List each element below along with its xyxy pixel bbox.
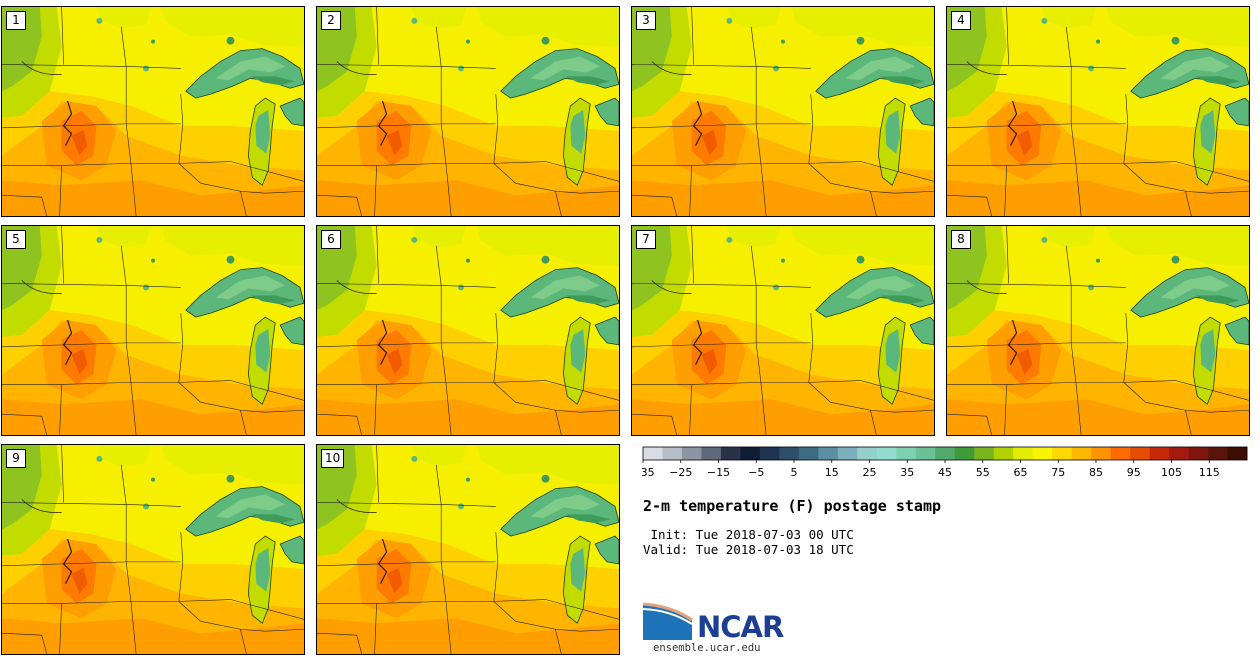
panel-label: 9	[6, 449, 26, 468]
map-panel-1: 1	[1, 6, 305, 217]
colorbar-segment	[779, 447, 800, 460]
colorbar-tick-label: 15	[825, 466, 839, 479]
colorbar-segment	[954, 447, 975, 460]
colorbar-segment	[1052, 447, 1072, 460]
colorbar-tick-label: 65	[1014, 466, 1028, 479]
panel-label: 3	[636, 11, 656, 30]
colorbar-tick-label: −25	[669, 466, 692, 479]
colorbar-segment	[740, 447, 761, 460]
colorbar-segment	[1032, 447, 1053, 460]
map-panel-5: 5	[1, 225, 305, 436]
valid-time: Valid: Tue 2018-07-03 18 UTC	[643, 542, 854, 557]
colorbar-segment	[681, 447, 702, 460]
map-panel-3: 3	[631, 6, 935, 217]
chart-title: 2-m temperature (F) postage stamp	[643, 497, 942, 515]
colorbar-tick-label: 45	[938, 466, 952, 479]
colorbar-segment	[720, 447, 741, 460]
map-panel-2: 2	[316, 6, 620, 217]
ncar-wordmark: NCAR	[697, 610, 784, 644]
colorbar-tick-label: −5	[748, 466, 764, 479]
colorbar-tick-label: −15	[707, 466, 730, 479]
panel-label: 6	[321, 230, 341, 249]
map-panel-9: 9	[1, 444, 305, 655]
panel-label: 7	[636, 230, 656, 249]
site-url: ensemble.ucar.edu	[653, 642, 761, 654]
temperature-colorbar: −35 −25 −15 −5 5 15 25 35 45 55 65 75 85 95 105 115	[642, 446, 1248, 479]
colorbar-tick-label: 35	[900, 466, 914, 479]
colorbar-tick-label: 105	[1161, 466, 1182, 479]
colorbar-segment	[1227, 447, 1248, 460]
colorbar-segment	[759, 447, 780, 460]
panel-label: 2	[321, 11, 341, 30]
colorbar-segment	[1091, 447, 1111, 460]
map-panel-10: 10	[316, 444, 620, 655]
colorbar-segment	[915, 447, 936, 460]
map-panel-6: 6	[316, 225, 620, 436]
panel-label: 4	[951, 11, 971, 30]
colorbar-segment	[935, 447, 956, 460]
colorbar-segment	[1208, 447, 1228, 460]
colorbar-tick-label: −35	[642, 466, 655, 479]
map-panel-8: 8	[946, 225, 1250, 436]
panel-label: 10	[321, 449, 345, 468]
colorbar-segment	[643, 447, 663, 460]
colorbar-segment	[818, 447, 839, 460]
colorbar-segment	[1071, 447, 1092, 460]
colorbar-segment	[857, 447, 878, 460]
map-panel-4: 4	[946, 6, 1250, 217]
colorbar-tick-label: 55	[976, 466, 990, 479]
colorbar-segment	[798, 447, 819, 460]
init-time: Init: Tue 2018-07-03 00 UTC	[643, 527, 854, 542]
colorbar-segment	[662, 447, 683, 460]
colorbar-segment	[1169, 447, 1189, 460]
colorbar-segment	[876, 447, 897, 460]
map-panel-7: 7	[631, 225, 935, 436]
colorbar-tick-label: 85	[1089, 466, 1103, 479]
panel-label: 5	[6, 230, 26, 249]
colorbar-segment	[896, 447, 917, 460]
panel-label: 1	[6, 11, 26, 30]
colorbar-tick-label: 75	[1051, 466, 1065, 479]
colorbar-segment	[1188, 447, 1209, 460]
colorbar-tick-label: 25	[863, 466, 877, 479]
colorbar-tick-label: 5	[791, 466, 798, 479]
colorbar-segment	[1130, 447, 1150, 460]
ncar-logo-icon	[642, 602, 693, 640]
colorbar-segment	[837, 447, 858, 460]
colorbar-segment	[974, 447, 995, 460]
colorbar-segment	[993, 447, 1014, 460]
colorbar-segment	[1110, 447, 1131, 460]
colorbar-tick-label: 115	[1199, 466, 1220, 479]
colorbar-tick-label: 95	[1127, 466, 1141, 479]
panel-label: 8	[951, 230, 971, 249]
colorbar-segment	[701, 447, 722, 460]
colorbar-segment	[1013, 447, 1033, 460]
colorbar-segment	[1149, 447, 1170, 460]
